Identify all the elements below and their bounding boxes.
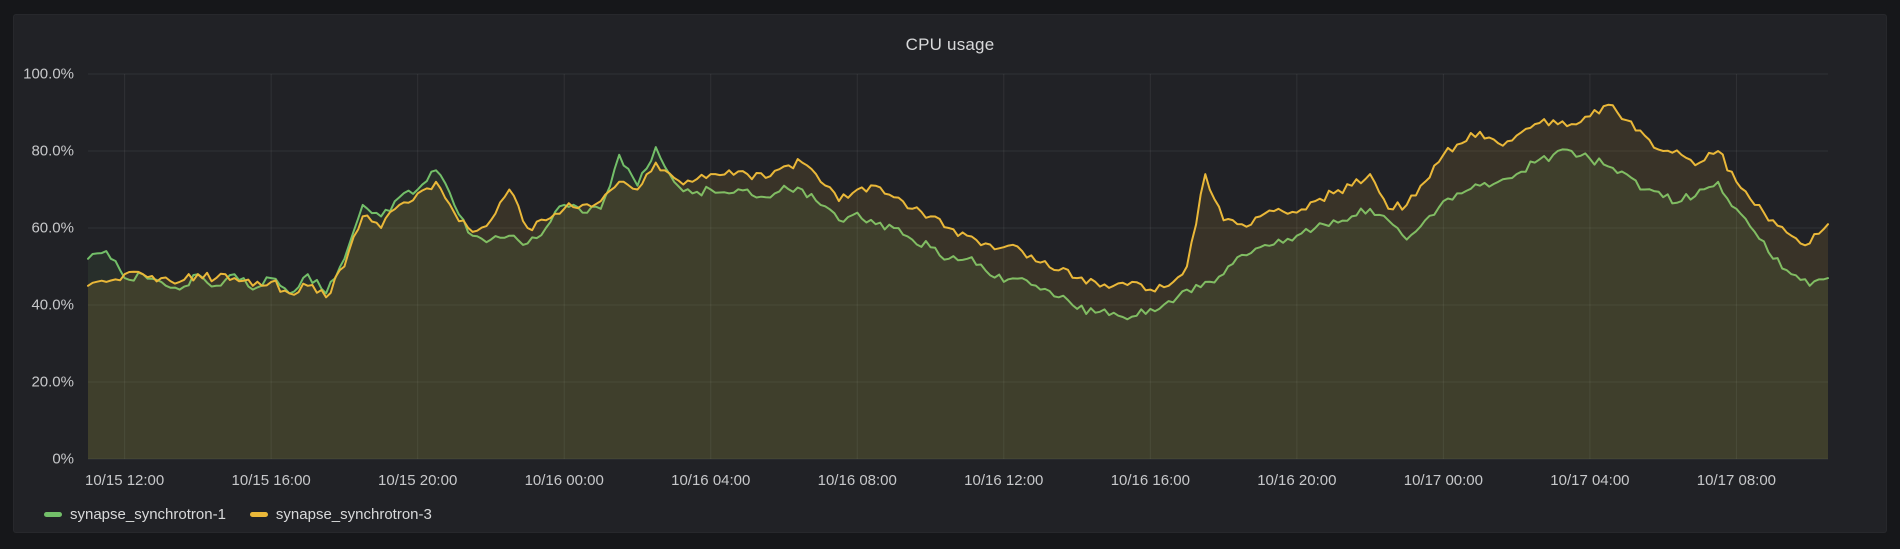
x-axis-tick-label: 10/17 04:00 bbox=[1550, 472, 1630, 489]
legend-item-synapse_synchrotron-3[interactable]: synapse_synchrotron-3 bbox=[249, 506, 432, 523]
y-axis-tick-label: 100.0% bbox=[23, 65, 74, 83]
x-axis-tick-label: 10/16 04:00 bbox=[671, 472, 751, 489]
x-axis-tick-label: 10/15 16:00 bbox=[231, 472, 311, 489]
x-axis-tick-label: 10/16 20:00 bbox=[1257, 472, 1337, 489]
y-axis-tick-label: 0% bbox=[52, 450, 74, 468]
legend-swatch-icon bbox=[44, 512, 62, 517]
y-axis-tick-label: 40.0% bbox=[31, 296, 74, 314]
panel-title[interactable]: CPU usage bbox=[905, 35, 995, 54]
y-axis-tick-label: 80.0% bbox=[31, 142, 74, 160]
cpu-usage-panel: CPU usage bbox=[13, 14, 1887, 533]
x-axis-tick-label: 10/15 20:00 bbox=[378, 472, 458, 489]
series-area-synapse_synchrotron-3 bbox=[88, 104, 1828, 460]
x-axis-tick-label: 10/16 12:00 bbox=[964, 472, 1044, 489]
y-axis-tick-label: 60.0% bbox=[31, 219, 74, 237]
x-axis-tick-label: 10/16 16:00 bbox=[1110, 472, 1190, 489]
y-axis-tick-label: 20.0% bbox=[31, 373, 74, 391]
x-axis-tick-label: 10/16 00:00 bbox=[524, 472, 604, 489]
legend-item-synapse_synchrotron-1[interactable]: synapse_synchrotron-1 bbox=[44, 506, 226, 523]
series-line-synapse_synchrotron-3 bbox=[87, 103, 1829, 299]
legend-swatch-icon bbox=[249, 512, 268, 517]
legend-item-label: synapse_synchrotron-3 bbox=[275, 506, 432, 523]
x-axis-tick-label: 10/15 12:00 bbox=[85, 472, 165, 489]
legend: synapse_synchrotron-1 synapse_synchrotron… bbox=[44, 506, 432, 523]
series-line-synapse_synchrotron-1 bbox=[87, 146, 1829, 321]
legend-item-label: synapse_synchrotron-1 bbox=[70, 506, 226, 523]
x-axis-tick-label: 10/17 08:00 bbox=[1696, 472, 1777, 489]
x-axis-tick-label: 10/17 00:00 bbox=[1403, 472, 1483, 489]
x-axis-tick-label: 10/16 08:00 bbox=[817, 472, 897, 489]
